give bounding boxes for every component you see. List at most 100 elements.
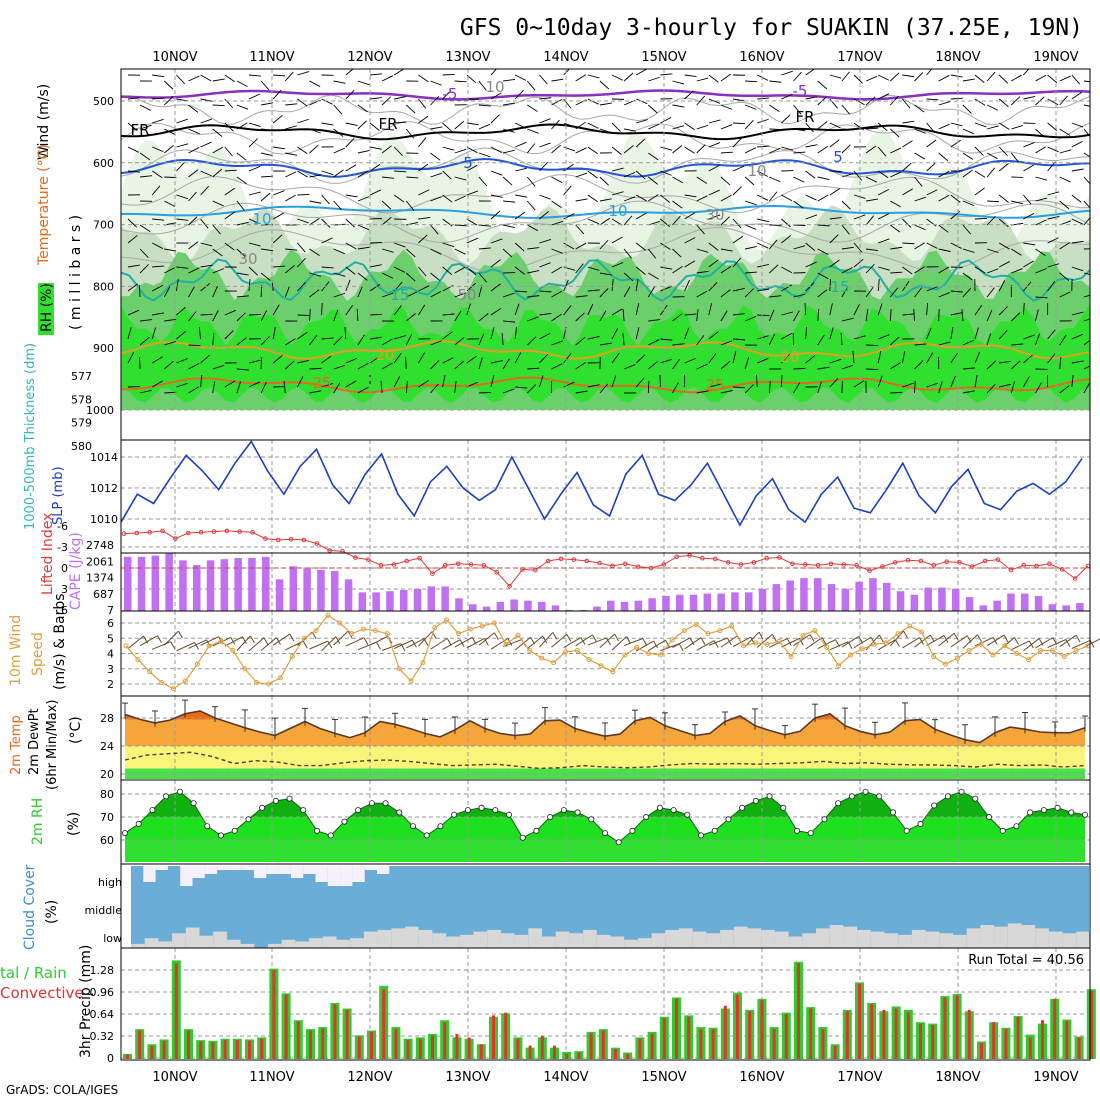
wind10m-barb <box>950 635 968 648</box>
cloud-cover-label: Cloud Cover <box>22 864 38 950</box>
rh2m-point <box>835 800 842 807</box>
wind-barb <box>418 115 429 124</box>
cape-bar <box>1021 593 1029 611</box>
wind-barb <box>526 384 537 394</box>
li-point <box>802 562 808 567</box>
wind-barb <box>840 332 843 346</box>
wind-barb <box>793 104 802 115</box>
wind-barb <box>539 333 551 340</box>
wind-barb <box>926 69 933 76</box>
wind-barb <box>1059 357 1062 370</box>
temp-c-label: Temperature (°C) <box>36 144 52 266</box>
wind-barb <box>224 309 237 316</box>
slp-tick-label: 1010 <box>90 513 118 526</box>
wind-barb <box>889 336 900 346</box>
wind-barb <box>853 122 864 131</box>
wind-barb <box>478 123 491 130</box>
wind-speed-point <box>503 641 509 647</box>
li-point <box>121 531 127 537</box>
wind10m-barb-flag <box>919 637 924 645</box>
wind-barb <box>503 102 516 106</box>
wind10m-barb <box>478 632 495 646</box>
date-label-bottom: 18NOV <box>935 1070 980 1085</box>
precip-conv-bar <box>1016 1016 1020 1059</box>
wind-barb <box>635 303 640 316</box>
wind10m-barb-flag <box>242 636 247 645</box>
precip-conv-bar <box>955 995 959 1059</box>
wind-barb <box>1023 334 1035 340</box>
rh2m-point <box>876 793 883 800</box>
wind-barb <box>902 382 914 388</box>
wind10m-barb-flag <box>376 641 381 650</box>
wind-barb <box>611 353 620 364</box>
precip-conv-bar <box>528 1045 532 1059</box>
wind-barb <box>430 248 442 255</box>
cape-bar <box>965 597 974 611</box>
contour-label-10: 10 <box>608 202 627 220</box>
thickness-point <box>712 429 718 434</box>
wind10m-barb <box>1035 637 1053 649</box>
rh-base-fill <box>125 840 1085 862</box>
wind-barb <box>526 200 536 211</box>
wind-barb <box>309 390 322 394</box>
wind-barb <box>902 266 913 275</box>
wind-barb <box>188 75 200 82</box>
li-point <box>443 562 448 568</box>
wind-barb <box>622 333 625 346</box>
wind-barb <box>127 264 140 268</box>
cape-bar <box>703 593 712 611</box>
cloud-high-gap <box>290 866 304 878</box>
wind10m-barb <box>986 634 1005 647</box>
precip-conv-label: Convective <box>0 984 84 1002</box>
wind10m-barb <box>684 637 702 650</box>
cloud-low-fill <box>213 931 227 948</box>
rh2m-point <box>931 802 938 809</box>
wind-barb <box>502 128 515 133</box>
wind-barb <box>998 306 1008 316</box>
thickness-tick-label: 577 <box>71 370 92 383</box>
thickness-point <box>796 429 802 434</box>
cape-bar <box>206 560 215 611</box>
wind-barb <box>236 248 247 258</box>
wind-barb <box>200 218 209 229</box>
precip-conv-bar <box>443 1022 447 1059</box>
wind-barb <box>744 357 749 370</box>
wind-speed-point <box>1002 643 1008 649</box>
contour-label-rh: 10 <box>747 162 766 180</box>
wind-barb <box>563 279 569 292</box>
wind-barb <box>369 264 382 268</box>
wind-barb <box>309 272 322 277</box>
wind-barb <box>841 364 854 370</box>
rh2m-point <box>231 827 238 834</box>
rh2m-point <box>670 807 677 814</box>
wind-barb <box>672 382 679 394</box>
wind-barb <box>164 176 177 179</box>
li-point <box>674 554 679 560</box>
wind-barb <box>696 224 705 235</box>
wind10m-barb-flag <box>642 638 648 646</box>
wind-barb <box>357 224 370 231</box>
wind-barb <box>744 288 754 298</box>
wind-barb <box>284 71 294 82</box>
wind-barb <box>732 165 745 172</box>
wind-barb <box>829 327 834 340</box>
cape-bar <box>427 586 436 611</box>
wind-speed-point <box>147 669 153 675</box>
wind-barb <box>127 97 140 100</box>
wind10m-barb <box>781 637 800 648</box>
wind-barb <box>514 327 517 340</box>
wind-barb <box>926 352 934 364</box>
cloud-low-fill <box>405 926 419 948</box>
minmax-label: (6hr Min/Max) <box>45 700 60 790</box>
wind-barb <box>635 194 647 202</box>
wind-speed-point <box>372 628 378 634</box>
contour-label-25: 25 <box>705 376 724 394</box>
wind-barb <box>841 266 853 274</box>
precip-conv-bar <box>406 1040 410 1059</box>
wind-barb <box>781 194 793 202</box>
wind-barb <box>1047 146 1059 153</box>
rh-tick-label: 80 <box>100 788 114 801</box>
wind-barb <box>236 200 245 211</box>
wind-barb <box>394 170 407 173</box>
